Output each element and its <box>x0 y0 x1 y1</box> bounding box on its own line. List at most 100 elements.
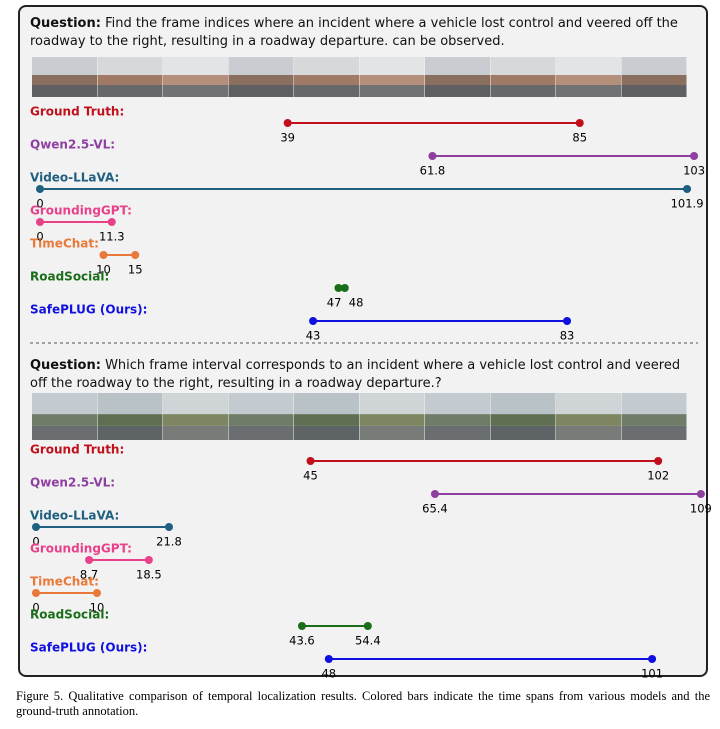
end-point <box>683 185 692 193</box>
question: Question: Find the frame indices where a… <box>30 15 690 51</box>
video-frame <box>294 425 359 440</box>
end-label: 103 <box>683 164 705 178</box>
video-frame <box>294 393 359 415</box>
video-frame <box>490 414 556 426</box>
video-frame <box>97 414 163 426</box>
start-label: 47 <box>327 296 342 310</box>
model-name: Qwen2.5-VL: <box>30 476 115 490</box>
start-label: 0 <box>32 535 39 549</box>
end-point <box>93 589 101 597</box>
video-frame <box>32 75 97 85</box>
video-frame <box>556 85 621 97</box>
video-frame <box>490 57 556 75</box>
video-frame <box>425 57 490 75</box>
start-point <box>428 152 437 160</box>
end-label: 101 <box>641 667 663 681</box>
video-frame <box>294 414 359 426</box>
video-frame <box>32 393 97 415</box>
video-frame <box>163 393 228 415</box>
caption: Figure 5. Qualitative comparison of temp… <box>16 689 710 718</box>
video-frame <box>490 75 556 85</box>
question-text: Find the frame indices where an incident… <box>30 16 678 49</box>
video-frame <box>425 414 490 426</box>
model-name: GroundingGPT: <box>30 542 132 556</box>
start-label: 48 <box>321 667 336 681</box>
video-frame <box>556 57 621 75</box>
start-point <box>309 317 318 325</box>
video-frame <box>294 85 359 97</box>
video-frame <box>621 393 687 415</box>
start-label: 0 <box>36 197 43 211</box>
video-frame <box>97 393 163 415</box>
start-label: 45 <box>303 469 318 483</box>
video-frame <box>97 57 163 75</box>
video-frame <box>490 85 556 97</box>
video-frame <box>163 57 228 75</box>
video-frame <box>359 57 425 75</box>
video-frame <box>32 425 97 440</box>
video-frame <box>621 414 687 426</box>
start-point <box>36 185 44 193</box>
model-name: RoadSocial: <box>30 608 109 622</box>
video-frame <box>425 425 490 440</box>
video-frame <box>228 57 294 75</box>
end-point <box>164 523 173 531</box>
video-frame <box>359 414 425 426</box>
start-label: 0 <box>36 230 43 244</box>
start-label: 43 <box>306 329 321 343</box>
video-frame <box>228 393 294 415</box>
video-frame <box>228 425 294 440</box>
model-name: Qwen2.5-VL: <box>30 138 115 152</box>
video-frame <box>425 85 490 97</box>
end-label: 11.3 <box>99 230 125 244</box>
end-point <box>696 490 705 498</box>
video-frame <box>97 75 163 85</box>
video-frame <box>163 425 228 440</box>
start-point <box>85 556 94 564</box>
video-frame <box>163 75 228 85</box>
video-frame <box>32 85 97 97</box>
start-point <box>283 119 292 127</box>
question-text: Which frame interval corresponds to an i… <box>30 358 681 391</box>
model-name: TimeChat: <box>30 575 99 589</box>
start-label: 65.4 <box>422 502 448 516</box>
question: Question: Which frame interval correspon… <box>30 357 690 393</box>
start-label: 10 <box>96 263 111 277</box>
video-frame <box>163 85 228 97</box>
end-point <box>107 218 116 226</box>
video-frame <box>228 75 294 85</box>
start-label: 39 <box>280 131 295 145</box>
video-frame <box>621 57 687 75</box>
end-point <box>648 655 657 663</box>
question-label: Question: <box>30 358 101 373</box>
video-frame <box>556 393 621 415</box>
video-frame <box>556 414 621 426</box>
start-label: 43.6 <box>289 634 315 648</box>
start-point <box>32 589 40 597</box>
video-frame <box>425 393 490 415</box>
question-label: Question: <box>30 16 101 31</box>
end-point <box>363 622 372 630</box>
model-name: Video-LLaVA: <box>30 171 119 185</box>
video-frame <box>228 414 294 426</box>
video-frame <box>97 425 163 440</box>
end-label: 83 <box>560 329 575 343</box>
end-label: 18.5 <box>136 568 162 582</box>
start-point <box>430 490 439 498</box>
video-frame <box>32 57 97 75</box>
video-frame <box>163 414 228 426</box>
end-label: 48 <box>349 296 364 310</box>
video-frame <box>294 75 359 85</box>
video-frame <box>97 85 163 97</box>
video-frame <box>621 75 687 85</box>
video-frame <box>621 425 687 440</box>
end-point <box>575 119 584 127</box>
end-point <box>340 284 349 292</box>
model-name: SafePLUG (Ours): <box>30 641 147 655</box>
end-label: 85 <box>572 131 587 145</box>
end-point <box>144 556 153 564</box>
start-label: 61.8 <box>420 164 446 178</box>
model-name: RoadSocial: <box>30 270 109 284</box>
start-point <box>36 218 44 226</box>
